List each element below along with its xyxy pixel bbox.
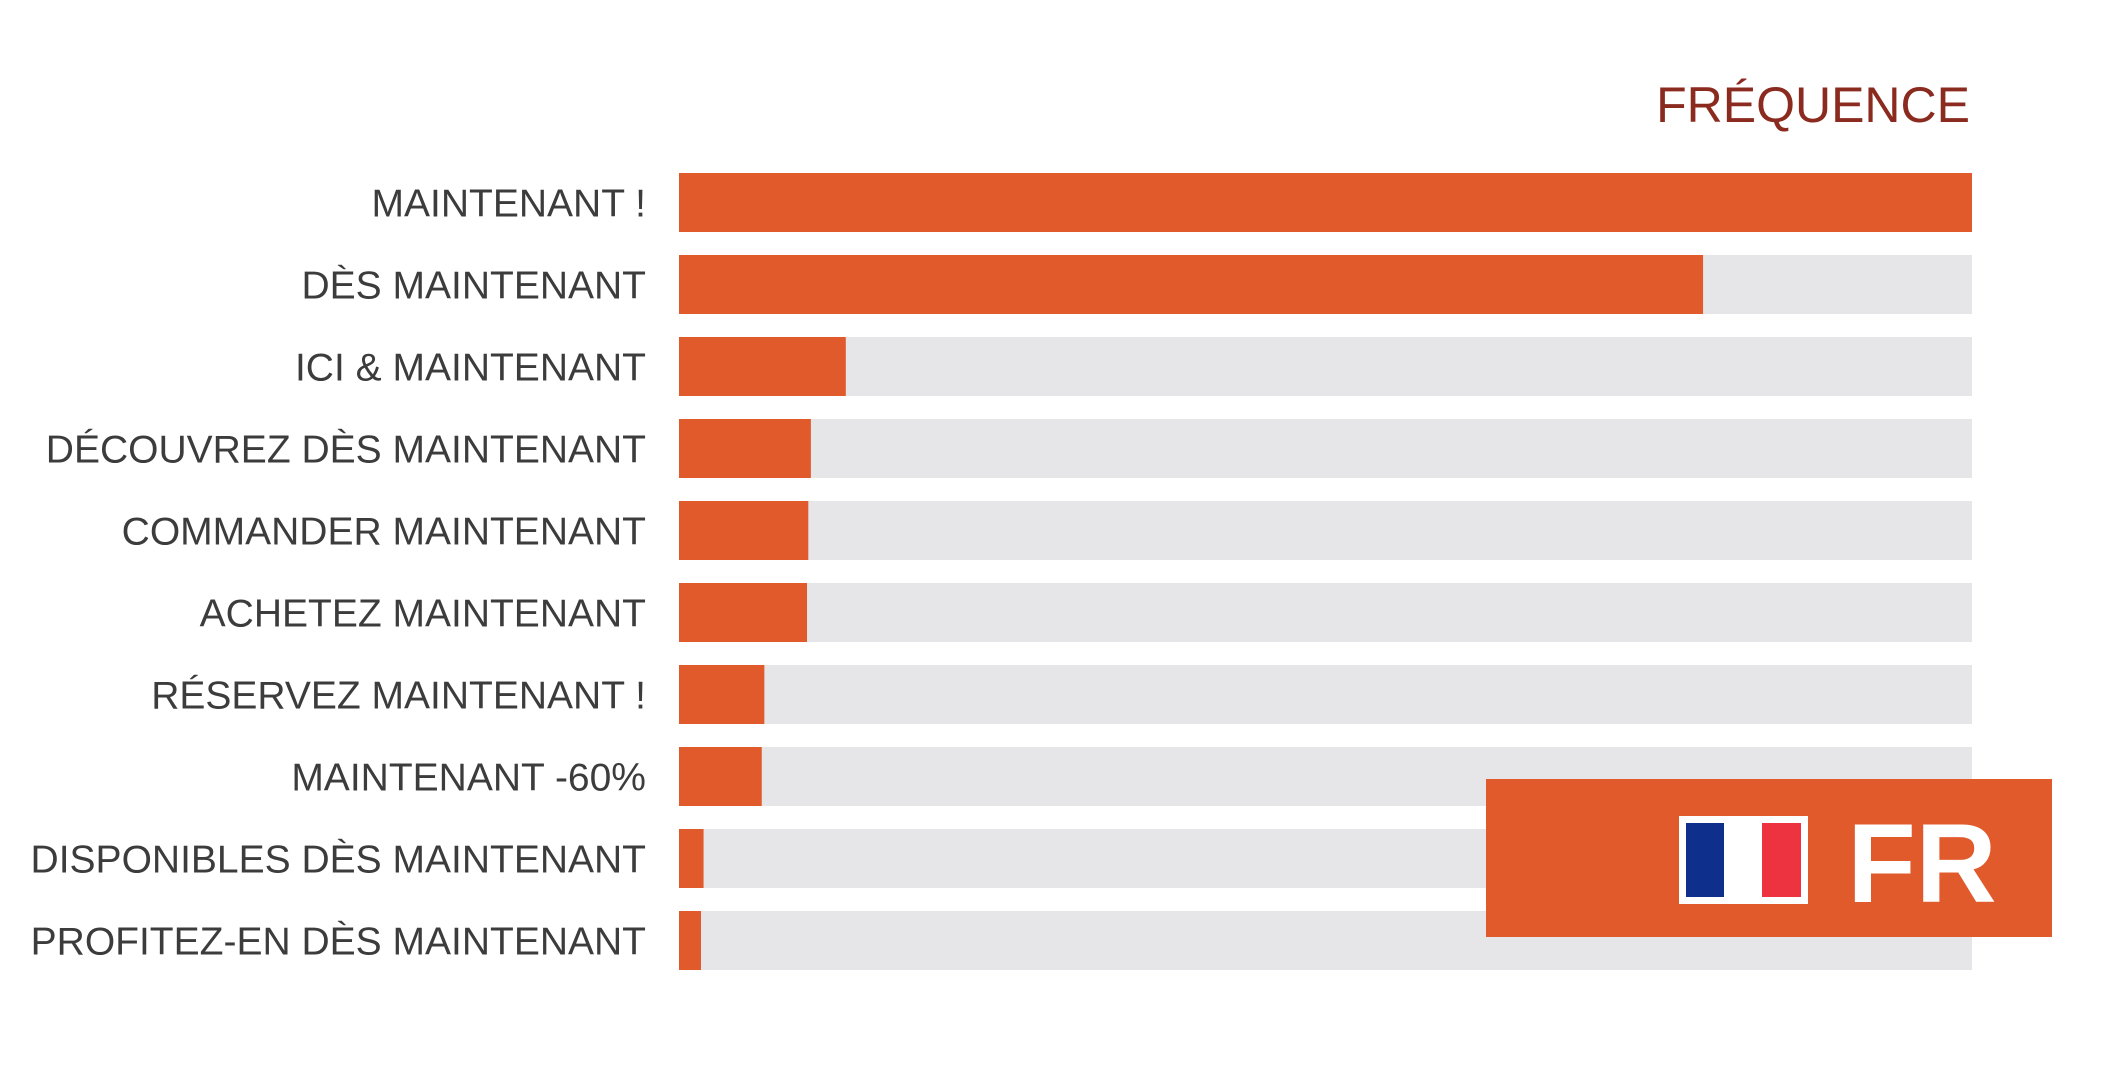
bar <box>679 583 808 642</box>
category-label: RÉSERVEZ MAINTENANT ! <box>151 675 646 718</box>
category-label: MAINTENANT ! <box>372 183 646 226</box>
bar <box>679 255 1704 314</box>
category-label: MAINTENANT -60% <box>291 757 646 800</box>
category-label: PROFITEZ-EN DÈS MAINTENANT <box>31 921 646 964</box>
bar <box>679 747 762 806</box>
category-label: DÉCOUVREZ DÈS MAINTENANT <box>46 429 646 472</box>
bar-track <box>679 501 1972 560</box>
chart-title: FRÉQUENCE <box>1656 77 1970 133</box>
language-badge: FR <box>1486 779 2052 937</box>
french-flag-icon <box>1679 816 1808 904</box>
category-label: DÈS MAINTENANT <box>301 265 646 308</box>
bar-track <box>679 583 1972 642</box>
bar <box>679 501 809 560</box>
bar <box>679 911 701 970</box>
category-label: COMMANDER MAINTENANT <box>122 511 646 554</box>
bar <box>679 337 846 396</box>
category-label: DISPONIBLES DÈS MAINTENANT <box>31 839 646 882</box>
bar <box>679 419 811 478</box>
bar <box>679 173 1972 232</box>
bar-track <box>679 337 1972 396</box>
bar <box>679 665 765 724</box>
bar <box>679 829 704 888</box>
bar-track <box>679 665 1972 724</box>
category-label: ICI & MAINTENANT <box>295 347 646 390</box>
badge-label: FR <box>1847 801 1996 926</box>
bar-track <box>679 419 1972 478</box>
category-label: ACHETEZ MAINTENANT <box>200 593 646 636</box>
